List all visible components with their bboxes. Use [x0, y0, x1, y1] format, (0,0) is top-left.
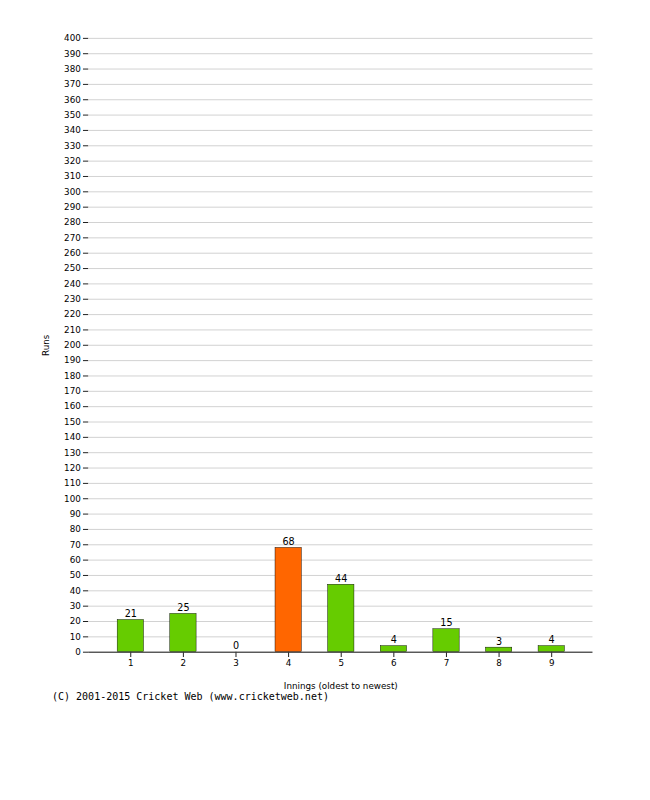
svg-text:160: 160 — [64, 401, 81, 411]
svg-text:6: 6 — [391, 658, 397, 668]
svg-text:3: 3 — [233, 658, 239, 668]
svg-text:210: 210 — [64, 325, 81, 335]
svg-text:170: 170 — [64, 386, 81, 396]
svg-text:1: 1 — [128, 658, 134, 668]
svg-text:130: 130 — [64, 448, 81, 458]
svg-text:15: 15 — [440, 617, 452, 628]
svg-text:3: 3 — [496, 636, 502, 647]
svg-text:25: 25 — [177, 602, 189, 613]
svg-text:80: 80 — [70, 524, 81, 534]
svg-text:68: 68 — [282, 536, 294, 547]
svg-text:190: 190 — [64, 355, 81, 365]
svg-text:230: 230 — [64, 294, 81, 304]
svg-text:310: 310 — [64, 171, 81, 181]
svg-text:60: 60 — [70, 555, 81, 565]
svg-text:9: 9 — [549, 658, 555, 668]
svg-text:110: 110 — [64, 478, 81, 488]
svg-text:270: 270 — [64, 233, 81, 243]
svg-text:370: 370 — [64, 79, 81, 89]
svg-text:100: 100 — [64, 494, 81, 504]
svg-text:44: 44 — [335, 573, 347, 584]
svg-text:150: 150 — [64, 417, 81, 427]
svg-text:260: 260 — [64, 248, 81, 258]
svg-text:350: 350 — [64, 110, 81, 120]
svg-text:390: 390 — [64, 49, 81, 59]
svg-text:240: 240 — [64, 279, 81, 289]
svg-text:0: 0 — [233, 640, 239, 651]
svg-text:320: 320 — [64, 156, 81, 166]
svg-text:40: 40 — [70, 586, 81, 596]
svg-text:20: 20 — [70, 616, 81, 626]
svg-text:380: 380 — [64, 64, 81, 74]
svg-text:360: 360 — [64, 95, 81, 105]
svg-text:8: 8 — [496, 658, 502, 668]
svg-text:120: 120 — [64, 463, 81, 473]
svg-text:10: 10 — [70, 632, 81, 642]
svg-text:300: 300 — [64, 187, 81, 197]
svg-text:200: 200 — [64, 340, 81, 350]
svg-text:5: 5 — [338, 658, 344, 668]
svg-text:21: 21 — [125, 608, 137, 619]
svg-text:220: 220 — [64, 309, 81, 319]
svg-text:290: 290 — [64, 202, 81, 212]
svg-text:4: 4 — [549, 634, 555, 645]
svg-text:340: 340 — [64, 125, 81, 135]
svg-text:280: 280 — [64, 217, 81, 227]
svg-text:Innings (oldest to newest): Innings (oldest to newest) — [284, 681, 398, 691]
svg-text:140: 140 — [64, 432, 81, 442]
svg-text:4: 4 — [286, 658, 292, 668]
svg-text:330: 330 — [64, 141, 81, 151]
svg-text:2: 2 — [181, 658, 187, 668]
svg-text:90: 90 — [70, 509, 81, 519]
svg-text:7: 7 — [444, 658, 450, 668]
svg-text:70: 70 — [70, 540, 81, 550]
svg-text:400: 400 — [64, 33, 81, 43]
svg-text:0: 0 — [75, 647, 81, 657]
svg-text:50: 50 — [70, 570, 81, 580]
html-text:(C) 2001-2015 Cricket Web (www: (C) 2001-2015 Cricket Web (www.cricketwe… — [52, 691, 329, 703]
svg-text:Runs: Runs — [41, 334, 51, 356]
svg-text:4: 4 — [391, 634, 397, 645]
svg-text:180: 180 — [64, 371, 81, 381]
svg-text:250: 250 — [64, 263, 81, 273]
svg-text:30: 30 — [70, 601, 81, 611]
